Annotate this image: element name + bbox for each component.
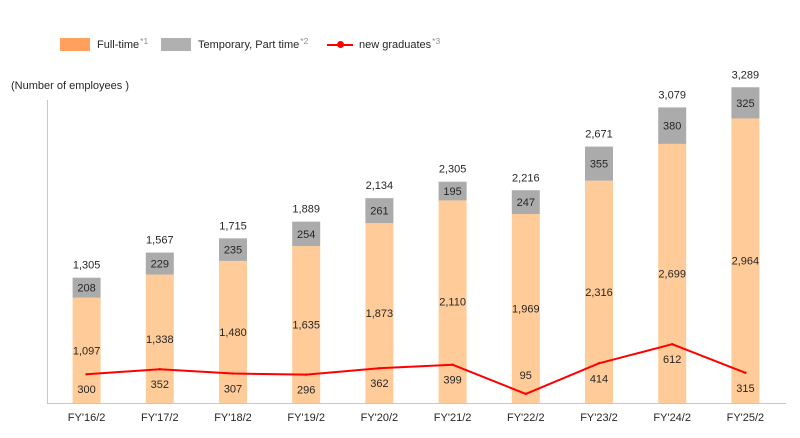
category-label: FY'22/2	[507, 412, 545, 424]
bar-full-time	[731, 118, 760, 404]
graduates-point	[671, 343, 674, 346]
legend-swatch-temporary	[161, 38, 191, 51]
legend-note-temporary: *2	[300, 35, 309, 46]
category-label: FY'20/2	[361, 412, 399, 424]
legend-label-temporary: Temporary, Part time	[198, 38, 300, 51]
label-total: 1,889	[292, 204, 320, 216]
bar-temporary	[72, 277, 101, 298]
label-temporary: 229	[151, 259, 169, 271]
label-full-time: 2,964	[732, 256, 760, 268]
graduates-point	[378, 367, 381, 370]
label-temporary: 254	[297, 229, 315, 241]
label-new-graduates: 362	[370, 378, 388, 390]
graduates-point	[231, 372, 235, 375]
label-temporary: 261	[370, 206, 388, 218]
label-temporary: 355	[590, 159, 608, 171]
graduates-point	[158, 368, 161, 371]
graduates-point	[305, 373, 308, 376]
bar-full-time	[511, 213, 540, 403]
graduates-point	[597, 362, 601, 365]
label-total: 2,305	[439, 164, 467, 176]
label-new-graduates: 307	[224, 384, 242, 396]
bar-temporary	[731, 87, 760, 119]
bar-temporary	[511, 190, 540, 214]
label-total: 1,715	[219, 220, 247, 232]
bar-temporary	[145, 252, 174, 275]
label-full-time: 1,338	[146, 334, 174, 346]
bar-full-time	[145, 274, 174, 403]
label-total: 1,305	[73, 260, 101, 272]
label-full-time: 2,316	[585, 287, 613, 299]
label-total: 2,134	[366, 180, 394, 192]
label-full-time: 1,097	[73, 345, 101, 357]
bar-full-time	[658, 143, 687, 403]
legend-label-full-time: Full-time	[97, 38, 140, 51]
legend-line-dot	[336, 41, 344, 48]
bar-temporary	[585, 146, 613, 181]
category-label: FY'23/2	[580, 412, 618, 424]
legend-item-full-time: Full-time *1	[60, 35, 149, 52]
label-full-time: 2,699	[658, 268, 686, 280]
category-label: FY'18/2	[214, 412, 252, 424]
label-full-time: 1,873	[366, 308, 394, 320]
label-total: 3,289	[732, 69, 760, 81]
label-full-time: 1,635	[292, 320, 320, 332]
legend-swatch-full-time	[60, 38, 90, 51]
category-label: FY'25/2	[727, 412, 765, 424]
category-label: FY'24/2	[653, 412, 691, 424]
legend-note-new-graduates: *3	[432, 35, 441, 46]
bar-full-time	[585, 180, 613, 403]
category-label: FY'21/2	[434, 412, 472, 424]
bar-full-time	[365, 223, 394, 403]
legend-note-full-time: *1	[140, 35, 149, 46]
label-full-time: 1,480	[219, 327, 247, 339]
graduates-point	[524, 392, 527, 396]
label-new-graduates: 399	[443, 375, 461, 387]
legend-swatch-new-graduates	[327, 38, 353, 51]
label-new-graduates: 296	[297, 385, 315, 397]
graduates-line	[86, 343, 746, 395]
bar-temporary	[219, 238, 247, 261]
label-temporary: 325	[736, 98, 754, 110]
bar-full-time	[292, 246, 321, 403]
label-total: 2,671	[585, 129, 613, 141]
label-total: 3,079	[658, 89, 686, 101]
label-new-graduates: 414	[590, 373, 608, 385]
label-full-time: 1,969	[512, 303, 540, 315]
category-label: FY'16/2	[68, 412, 106, 424]
label-total: 2,216	[512, 172, 540, 184]
label-new-graduates: 95	[520, 370, 532, 382]
legend-item-temporary: Temporary, Part time *2	[161, 35, 309, 52]
bar-temporary	[365, 198, 394, 224]
label-new-graduates: 612	[663, 354, 681, 366]
graduates-point	[451, 363, 454, 366]
bar-full-time	[72, 297, 101, 403]
bar-temporary	[292, 221, 321, 247]
graduates-point	[85, 373, 88, 376]
label-temporary: 380	[663, 121, 681, 133]
label-new-graduates: 352	[151, 379, 169, 391]
label-temporary: 235	[224, 245, 242, 257]
bar-temporary	[658, 107, 687, 144]
y-axis-label: (Number of employees )	[11, 80, 129, 92]
category-label: FY'17/2	[141, 412, 179, 424]
label-temporary: 247	[517, 197, 535, 209]
label-new-graduates: 315	[736, 383, 754, 395]
bar-temporary	[438, 181, 467, 201]
label-full-time: 2,110	[439, 297, 466, 309]
legend-label-new-graduates: new graduates	[359, 38, 432, 51]
label-new-graduates: 300	[77, 384, 95, 396]
category-label: FY'19/2	[287, 412, 325, 424]
graduates-point	[744, 371, 747, 374]
legend-item-new-graduates: new graduates *3	[327, 35, 441, 52]
label-temporary: 208	[77, 283, 95, 295]
label-total: 1,567	[146, 235, 174, 247]
bar-full-time	[219, 260, 247, 403]
label-temporary: 195	[443, 186, 461, 198]
